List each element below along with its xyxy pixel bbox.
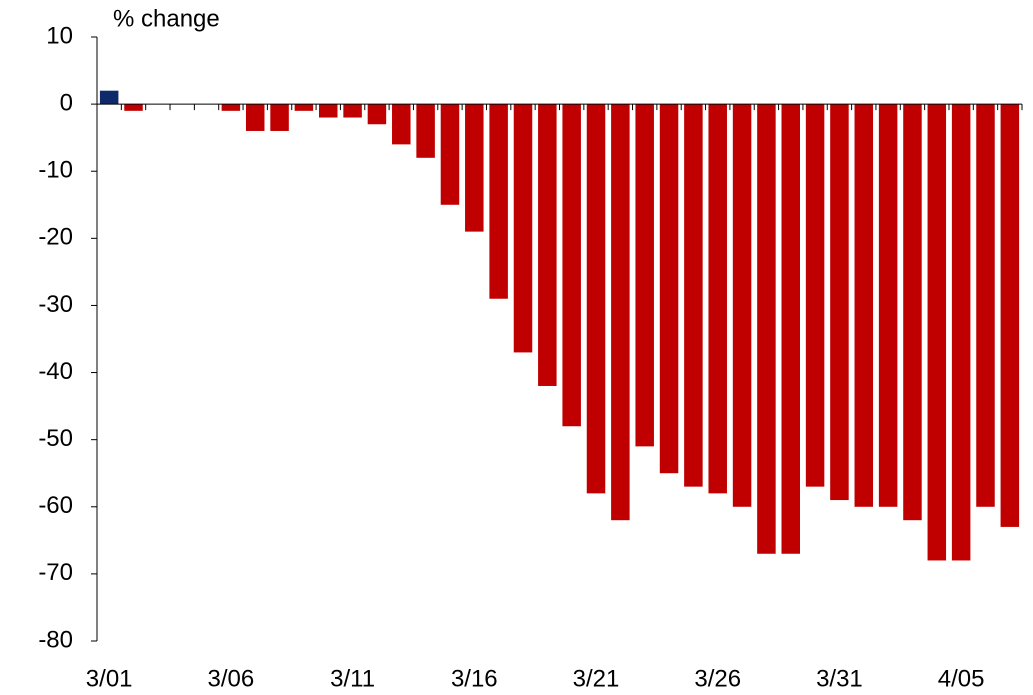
- y-tick-label: -70: [38, 559, 73, 586]
- x-tick-label: 3/26: [694, 665, 741, 692]
- bar: [319, 104, 338, 118]
- x-tick-label: 3/06: [208, 665, 255, 692]
- y-axis-label: % change: [113, 5, 220, 32]
- x-tick-label: 3/11: [330, 665, 375, 692]
- y-tick-label: 0: [60, 89, 73, 116]
- y-tick-label: -30: [38, 291, 73, 318]
- bar: [440, 104, 460, 205]
- bar: [757, 104, 776, 554]
- y-tick-label: -20: [38, 224, 73, 251]
- x-tick-label: 3/31: [816, 665, 863, 692]
- bar: [659, 104, 679, 474]
- bar: [951, 104, 971, 561]
- bar: [392, 104, 411, 145]
- bar: [830, 104, 849, 501]
- x-tick-label: 3/16: [451, 665, 498, 692]
- x-tick-label: 3/21: [573, 665, 620, 692]
- bar: [124, 104, 143, 111]
- bar: [294, 104, 314, 111]
- bar: [270, 104, 289, 131]
- bar: [586, 104, 606, 494]
- bar: [805, 104, 825, 487]
- y-tick-label: -60: [38, 492, 73, 519]
- x-tick-label: 3/01: [86, 665, 133, 692]
- bar: [367, 104, 387, 125]
- bar: [416, 104, 435, 158]
- bar: [976, 104, 995, 507]
- bar: [611, 104, 630, 521]
- bar: [513, 104, 533, 353]
- bar: [927, 104, 947, 561]
- bar: [635, 104, 654, 447]
- bar: [538, 104, 557, 386]
- bar: [854, 104, 874, 507]
- bar: [343, 104, 362, 118]
- y-tick-label: -10: [38, 157, 73, 184]
- bar: [1000, 104, 1020, 527]
- bar: [781, 104, 800, 554]
- bar: [562, 104, 581, 427]
- bar: [489, 104, 508, 299]
- bar: [708, 104, 727, 494]
- bar: [221, 104, 241, 111]
- y-tick-label: -40: [38, 358, 73, 385]
- bar: [684, 104, 703, 487]
- x-tick-label: 4/05: [938, 665, 985, 692]
- y-tick-label: -50: [38, 425, 73, 452]
- bar: [245, 104, 265, 131]
- bar: [99, 90, 119, 105]
- bar: [878, 104, 898, 507]
- bar: [903, 104, 922, 521]
- y-tick-label: 10: [46, 22, 73, 49]
- y-tick-label: -80: [38, 626, 73, 653]
- bar: [465, 104, 484, 232]
- bar: [732, 104, 752, 507]
